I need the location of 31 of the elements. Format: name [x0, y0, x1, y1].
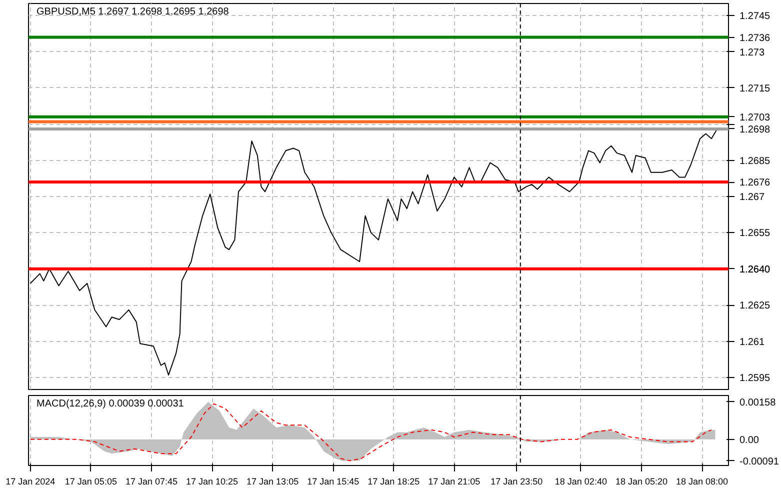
y-tick-label: 1.2715 [740, 83, 771, 94]
x-tick-label: 18 Jan 05:20 [615, 476, 668, 486]
x-tick-label: 17 Jan 05:05 [64, 476, 117, 486]
x-tick-label: 17 Jan 10:25 [186, 476, 238, 486]
ref-line-label: 1.2736 [740, 32, 771, 44]
x-tick-label: 18 Jan 08:00 [676, 476, 728, 486]
y-tick-label: 1.273 [740, 47, 765, 58]
y-tick-label: 1.267 [740, 192, 765, 203]
chart-title: GBPUSD,M5 1.2697 1.2698 1.2695 1.2698 [36, 6, 230, 18]
x-tick-label: 17 Jan 07:45 [125, 476, 178, 486]
y-tick-label: 1.261 [740, 336, 765, 348]
x-tick-label: 17 Jan 23:50 [490, 476, 543, 486]
x-tick-label: 17 Jan 2024 [6, 476, 56, 486]
ref-line-label: 1.2703 [740, 112, 771, 124]
ref-line-label: 1.2640 [740, 264, 771, 276]
chart-title: MACD(12,26,9) 0.00039 0.00031 [36, 398, 184, 410]
ref-line-label: 1.2698 [740, 124, 771, 136]
x-tick-label: 18 Jan 02:40 [554, 476, 607, 486]
x-tick-label: 17 Jan 15:45 [307, 476, 360, 486]
y-tick-label: 1.2655 [740, 228, 771, 240]
y-tick-label: -0.00091 [740, 456, 780, 468]
x-tick-label: 17 Jan 21:05 [428, 476, 480, 486]
y-tick-label: 1.2745 [740, 11, 771, 22]
x-tick-label: 17 Jan 13:05 [246, 476, 299, 486]
ref-line-label: 1.2676 [740, 178, 771, 189]
y-tick-label: 1.2625 [740, 300, 771, 312]
y-tick-label: 0.00158 [740, 397, 776, 408]
y-tick-label: 1.2595 [740, 372, 771, 384]
x-tick-label: 17 Jan 18:25 [368, 476, 420, 486]
y-tick-label: 1.2685 [740, 156, 771, 167]
y-tick-label: 0.00 [740, 434, 760, 446]
